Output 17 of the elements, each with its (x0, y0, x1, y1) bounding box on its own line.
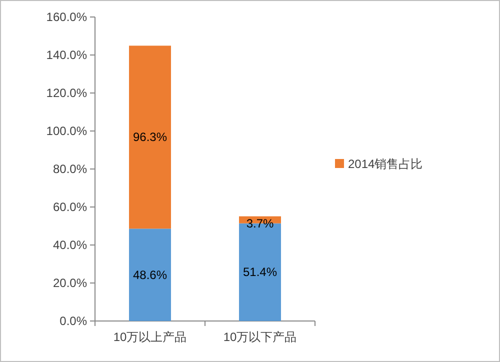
y-tick-label: 0.0% (60, 314, 88, 328)
y-tick-label: 20.0% (52, 276, 88, 290)
y-tick-label: 140.0% (46, 48, 88, 62)
y-tick-label: 100.0% (46, 124, 88, 138)
y-tick-label: 40.0% (52, 238, 88, 252)
y-tick-label: 120.0% (46, 86, 88, 100)
legend: 2014销售占比 (335, 157, 423, 171)
bar (129, 228, 171, 321)
y-tick-label: 160.0% (46, 10, 88, 24)
y-tick-label: 60.0% (52, 200, 88, 214)
bar (129, 46, 171, 229)
x-tick-label: 10万以上产品 (113, 330, 187, 344)
x-tick-label: 10万以下产品 (223, 330, 297, 344)
data-label: 48.6% (132, 268, 168, 282)
data-label: 96.3% (132, 130, 168, 144)
data-label: 51.4% (242, 265, 278, 280)
y-tick-label: 80.0% (52, 162, 88, 176)
